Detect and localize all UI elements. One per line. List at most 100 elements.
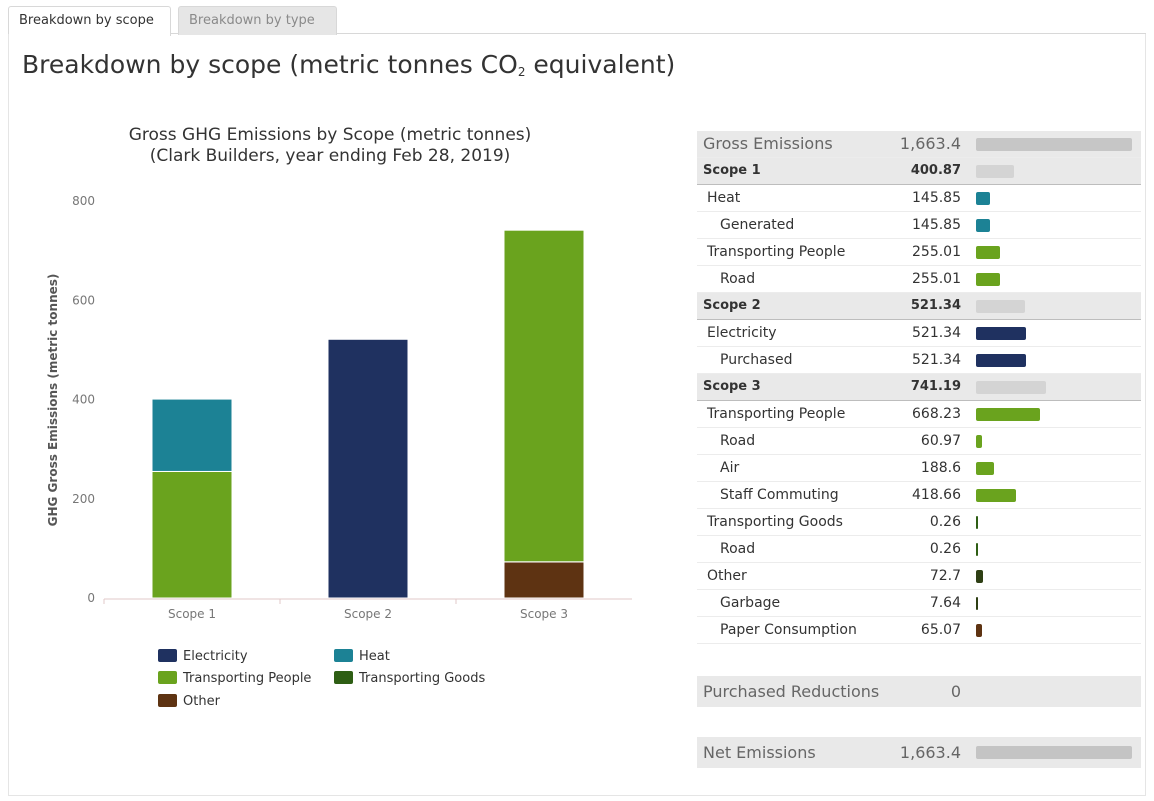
row-label: Road <box>720 271 756 287</box>
page-title-text: Breakdown by scope (metric tonnes CO <box>22 50 518 79</box>
legend-label: Heat <box>359 649 390 664</box>
tab-breakdown-by-type[interactable]: Breakdown by type <box>178 6 337 35</box>
net-emissions-value: 1,663.4 <box>899 743 961 762</box>
row-label: Transporting Goods <box>707 514 843 530</box>
table-row: Road 0.26 <box>697 536 1141 563</box>
row-value: 72.7 <box>929 568 961 584</box>
row-bar <box>976 381 1046 394</box>
bar-segment <box>503 229 585 563</box>
net-emissions-row: Net Emissions 1,663.4 <box>697 737 1141 768</box>
row-label: Scope 1 <box>703 163 761 178</box>
net-emissions-bar <box>976 746 1132 759</box>
chart-title: Gross GHG Emissions by Scope (metric ton… <box>128 125 532 145</box>
row-bar <box>976 246 1001 259</box>
row-bar <box>976 408 1040 421</box>
table-row: Heat 145.85 <box>697 185 1141 212</box>
page-title-suffix: equivalent) <box>525 50 676 79</box>
row-value: 7.64 <box>929 595 961 611</box>
row-bar <box>976 300 1026 313</box>
scope-row: Scope 2 521.34 <box>697 293 1141 320</box>
row-bar <box>976 138 1132 151</box>
x-tick-label: Scope 3 <box>520 607 568 621</box>
row-value: 521.34 <box>910 298 961 313</box>
gross-emissions-row: Gross Emissions 1,663.4 <box>697 131 1141 158</box>
row-bar <box>976 327 1026 340</box>
table-row: Other 72.7 <box>697 563 1141 590</box>
net-emissions-label: Net Emissions <box>703 743 816 762</box>
legend-item[interactable]: Transporting Goods <box>334 670 485 688</box>
table-row: Transporting Goods 0.26 <box>697 509 1141 536</box>
row-value: 65.07 <box>920 622 961 638</box>
table-row: Paper Consumption 65.07 <box>697 617 1141 644</box>
y-axis-label: GHG Gross Emissions (metric tonnes) <box>46 274 60 527</box>
row-value: 400.87 <box>910 163 961 178</box>
row-label: Other <box>707 568 747 584</box>
legend-item[interactable]: Heat <box>334 648 390 666</box>
table-row: Garbage 7.64 <box>697 590 1141 617</box>
row-label: Air <box>720 460 740 476</box>
bar-segment <box>327 338 409 599</box>
row-label: Staff Commuting <box>720 487 839 503</box>
row-bar <box>976 516 978 529</box>
row-label: Road <box>720 541 756 557</box>
purchased-reductions-value: 0 <box>950 682 961 701</box>
row-bar <box>976 435 982 448</box>
table-row: Generated 145.85 <box>697 212 1141 239</box>
legend-item[interactable]: Electricity <box>158 648 248 666</box>
row-bar <box>976 597 978 610</box>
row-bar <box>976 165 1014 178</box>
legend-swatch <box>334 649 353 662</box>
row-label: Garbage <box>720 595 781 611</box>
table-row: Road 255.01 <box>697 266 1141 293</box>
legend-swatch <box>158 649 177 662</box>
row-value: 418.66 <box>912 487 961 503</box>
legend-swatch <box>158 671 177 684</box>
table-row: Transporting People 668.23 <box>697 401 1141 428</box>
row-label: Transporting People <box>707 244 846 260</box>
legend-swatch <box>334 671 353 684</box>
row-bar <box>976 462 995 475</box>
legend-label: Other <box>183 694 220 709</box>
row-value: 1,663.4 <box>899 134 961 153</box>
row-label: Gross Emissions <box>703 134 833 153</box>
purchased-reductions-row: Purchased Reductions 0 <box>697 676 1141 707</box>
scope-row: Scope 3 741.19 <box>697 374 1141 401</box>
row-bar <box>976 354 1026 367</box>
tab-bar: Breakdown by scope Breakdown by type <box>8 4 1146 36</box>
row-value: 255.01 <box>912 271 961 287</box>
row-bar <box>976 192 990 205</box>
row-value: 255.01 <box>912 244 961 260</box>
row-value: 188.6 <box>920 460 961 476</box>
y-tick-label: 200 <box>72 492 95 506</box>
row-label: Scope 2 <box>703 298 761 313</box>
legend-label: Transporting People <box>183 671 312 686</box>
chart-title-block: Gross GHG Emissions by Scope (metric ton… <box>60 125 600 167</box>
y-tick-label: 800 <box>72 194 95 208</box>
row-label: Heat <box>707 190 741 206</box>
legend-label: Transporting Goods <box>359 671 486 686</box>
row-label: Transporting People <box>707 406 846 422</box>
y-tick-label: 0 <box>87 591 95 605</box>
row-label: Generated <box>720 217 795 233</box>
row-bar <box>976 219 990 232</box>
legend-item[interactable]: Other <box>158 693 220 711</box>
row-value: 0.26 <box>929 541 961 557</box>
scope-row: Scope 1 400.87 <box>697 158 1141 185</box>
row-bar <box>976 489 1017 502</box>
stacked-bar-chart: 0 200 400 600 800 GHG Gross Emissions (metric… <box>46 194 632 621</box>
row-bar <box>976 624 983 637</box>
tab-panel <box>8 34 1146 796</box>
y-tick-label: 400 <box>72 393 95 407</box>
chart-subtitle: (Clark Builders, year ending Feb 28, 201… <box>149 146 511 166</box>
row-label: Road <box>720 433 756 449</box>
legend-item[interactable]: Transporting People <box>158 670 311 688</box>
row-label: Electricity <box>707 325 777 341</box>
page-title: Breakdown by scope (metric tonnes CO2 eq… <box>22 50 675 79</box>
purchased-reductions-label: Purchased Reductions <box>703 682 880 701</box>
table-row: Electricity 521.34 <box>697 320 1141 347</box>
row-bar <box>976 570 983 583</box>
bar-segment <box>503 561 585 599</box>
table-row: Staff Commuting 418.66 <box>697 482 1141 509</box>
tab-breakdown-by-scope[interactable]: Breakdown by scope <box>8 6 171 36</box>
row-value: 145.85 <box>912 217 961 233</box>
